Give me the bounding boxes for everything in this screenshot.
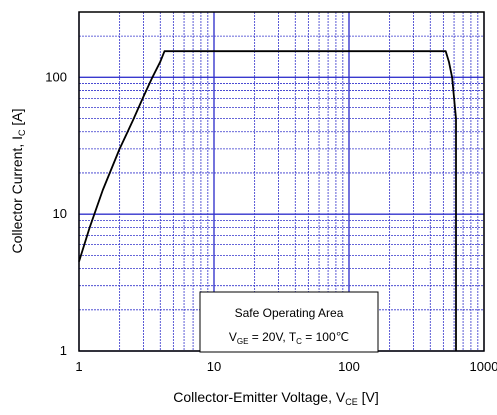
y-axis-title: Collector Current, IC [A]: [9, 109, 27, 254]
x-axis-title: Collector-Emitter Voltage, VCE [V]: [173, 389, 379, 407]
annotation-box: Safe Operating Area VGE = 20V, TC = 100℃: [199, 291, 379, 353]
soa-boundary-line: [78, 50, 457, 351]
tick-label-layer: 1 10 100 1000 1 10 100: [45, 69, 497, 374]
x-tick-label: 1000: [470, 359, 497, 374]
y-tick-label: 100: [45, 69, 67, 84]
y-tick-label: 1: [60, 343, 67, 358]
annotation-conditions: VGE = 20V, TC = 100℃: [229, 330, 349, 346]
x-tick-label: 1: [75, 359, 82, 374]
annotation-title: Safe Operating Area: [235, 306, 344, 320]
x-tick-label: 100: [338, 359, 360, 374]
x-tick-label: 10: [207, 359, 221, 374]
curve-layer: [78, 50, 457, 351]
y-tick-label: 10: [53, 206, 67, 221]
